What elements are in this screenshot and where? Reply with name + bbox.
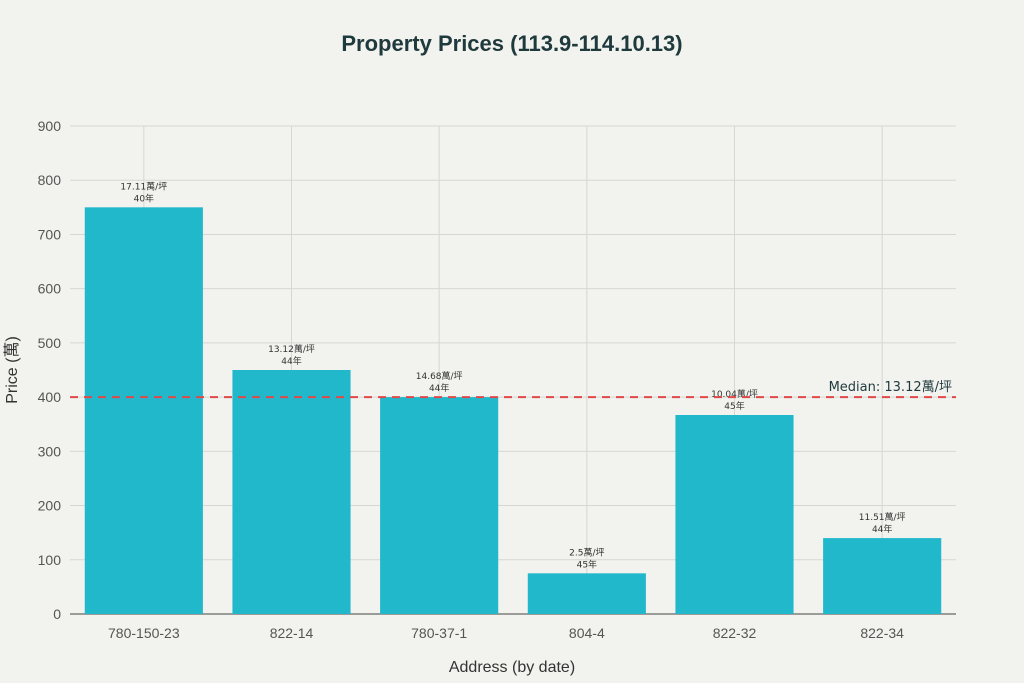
y-tick-label: 400 [38, 389, 62, 405]
x-tick-label: 780-150-23 [108, 625, 180, 641]
x-tick-label: 780-37-1 [411, 625, 467, 641]
x-tick-label: 822-32 [713, 625, 757, 641]
y-tick-label: 900 [38, 118, 62, 134]
y-tick-label: 800 [38, 172, 62, 188]
bar-age-label: 45年 [577, 558, 597, 570]
x-tick-label: 822-14 [270, 625, 314, 641]
bar-unit-price-label: 10.04萬/坪 [711, 388, 758, 400]
bar-age-label: 44年 [429, 382, 449, 394]
bar-unit-price-label: 2.5萬/坪 [569, 546, 604, 558]
y-tick-label: 300 [38, 443, 62, 459]
x-tick-label: 822-34 [860, 625, 904, 641]
bar-age-label: 44年 [872, 523, 892, 535]
y-tick-label: 0 [53, 606, 61, 622]
bar-unit-price-label: 14.68萬/坪 [416, 370, 463, 382]
bar [84, 207, 203, 615]
y-axis-title: Price (萬) [3, 336, 21, 404]
y-tick-label: 600 [38, 281, 62, 297]
x-axis-title: Address (by date) [449, 659, 575, 676]
bar [380, 397, 499, 614]
bar [232, 370, 351, 614]
y-tick-label: 700 [38, 226, 62, 242]
chart-title: Property Prices (113.9-114.10.13) [341, 31, 682, 56]
bar-age-label: 44年 [281, 355, 301, 367]
bar-unit-price-label: 13.12萬/坪 [268, 343, 315, 355]
y-tick-label: 500 [38, 335, 62, 351]
bar-age-label: 45年 [724, 400, 744, 412]
bar [527, 573, 646, 614]
bar-unit-price-label: 17.11萬/坪 [120, 180, 167, 192]
bar [823, 538, 942, 614]
bar-unit-price-label: 11.51萬/坪 [859, 511, 906, 523]
median-label: Median: 13.12萬/坪 [829, 380, 952, 395]
bar-age-label: 40年 [134, 192, 154, 204]
y-tick-label: 100 [38, 552, 62, 568]
bar [675, 415, 794, 614]
x-tick-label: 804-4 [569, 625, 605, 641]
y-tick-label: 200 [38, 498, 62, 514]
